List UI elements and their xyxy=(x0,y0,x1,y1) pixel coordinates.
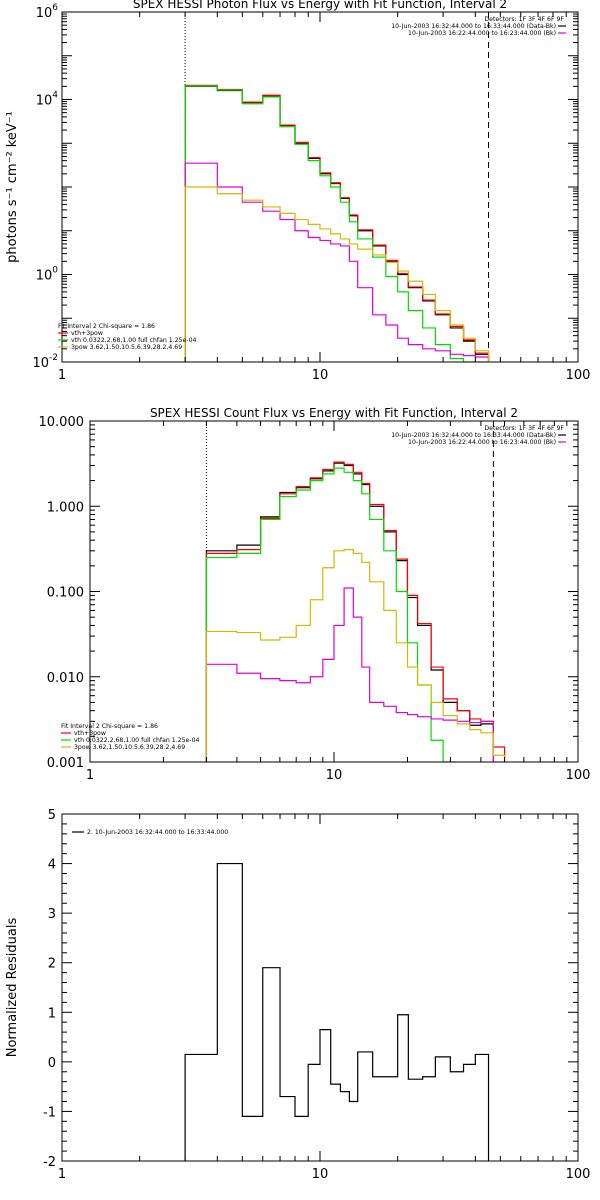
photon-x-tick-label: 10 xyxy=(312,368,329,383)
residuals-y-tick-label: -2 xyxy=(43,1155,56,1170)
photon-title: SPEX HESSI Photon Flux vs Energy with Fi… xyxy=(133,0,507,11)
count-legend-entry-label: 3pow 3.62,1.50,10.5,6.39,28.2,4.69 xyxy=(74,744,185,751)
photon-y-tick-exponent: 4 xyxy=(52,91,58,101)
count-legend-header: Fit Interval 2 Chi-square = 1.86 xyxy=(61,723,158,730)
count-legend-entry-label: 10-Jun-2003 16:32:44.000 to 16:33:44.000… xyxy=(391,432,556,439)
photon-y-tick-exponent: -2 xyxy=(49,353,58,363)
residuals-y-tick-label: 5 xyxy=(48,808,56,823)
count-legend-entry-label: Detectors: 1F 3F 4F 6F 9F xyxy=(484,425,564,432)
count-y-tick-label: 10.000 xyxy=(39,415,85,430)
count-title: SPEX HESSI Count Flux vs Energy with Fit… xyxy=(150,406,518,420)
residuals-legend-entry-label: 2. 10-Jun-2003 16:32:44.000 to 16:33:44.… xyxy=(87,829,228,836)
count-plot-area xyxy=(205,421,506,762)
residuals-x-tick-label: 100 xyxy=(566,1167,591,1182)
count-legend-entry-label: 10-Jun-2003 16:22:44.000 to 16:23:44.000… xyxy=(408,439,556,446)
photon-y-tick-base: 10 xyxy=(36,94,53,109)
photon-y-tick-base: 10 xyxy=(36,269,53,284)
photon-y-tick-label: 106 xyxy=(36,3,59,21)
photon-legend-entry-label: 3pow 3.62,1.50,10.5,6.39,28.2,4.69 xyxy=(71,344,182,351)
count-legend-bottom: Fit Interval 2 Chi-square = 1.86vth+3pow… xyxy=(61,723,200,751)
residuals-panel: 1 10 100 -2 -1 0 1 2 3 4 5 Normalized Residuals 2. 1… xyxy=(5,808,590,1182)
photon-legend-entry-label: 10-Jun-2003 16:22:44.000 to 16:23:44.000… xyxy=(408,30,556,37)
photon-legend-entry-label: Detectors: 1F 3F 4F 6F 9F xyxy=(484,16,564,23)
photon-panel: SPEX HESSI Photon Flux vs Energy with Fi… xyxy=(5,0,590,383)
residuals-y-tick-label: -1 xyxy=(43,1105,56,1120)
count-series-10-jun-2003-16-22-44-000-to-16 xyxy=(205,587,494,762)
photon-legend-entry-label: vth 0.0322,2.68,1.00 full chfan 1.25e-04 xyxy=(71,337,197,344)
residuals-x-tick-label: 10 xyxy=(312,1167,329,1182)
count-y-tick-label: 0.010 xyxy=(47,671,84,686)
photon-legend-header: Fit Interval 2 Chi-square = 1.86 xyxy=(58,323,155,330)
residuals-y-tick-label: 0 xyxy=(48,1056,56,1071)
count-x-tick-label: 1 xyxy=(86,768,94,783)
count-x-tick-label: 100 xyxy=(566,768,591,783)
residuals-y-tick-label: 1 xyxy=(48,1006,56,1021)
photon-plot-area xyxy=(184,12,490,362)
photon-frame xyxy=(61,11,579,363)
count-y-tick-label: 0.001 xyxy=(47,756,84,771)
count-series-vth xyxy=(205,467,458,762)
count-series-3pow xyxy=(205,549,506,762)
residuals-legend-top: 2. 10-Jun-2003 16:32:44.000 to 16:33:44.… xyxy=(72,829,228,836)
photon-series-vth-3pow xyxy=(184,84,490,362)
photon-legend-bottom: Fit Interval 2 Chi-square = 1.86vth+3pow… xyxy=(58,323,197,351)
count-panel: SPEX HESSI Count Flux vs Energy with Fit… xyxy=(39,406,591,783)
count-frame xyxy=(89,420,579,763)
count-series-10-jun-2003-16-32-44-000-to-16 xyxy=(205,462,494,762)
photon-y-tick-exponent: 6 xyxy=(52,3,58,13)
photon-series-10-jun-2003-16-32-44-000-to-16 xyxy=(184,85,490,362)
count-series-vth-3pow xyxy=(205,461,506,762)
residuals-y-axis-label: Normalized Residuals xyxy=(5,918,20,1058)
residuals-y-tick-label: 3 xyxy=(48,907,56,922)
count-y-tick-label: 1.000 xyxy=(47,500,84,515)
photon-y-tick-exponent: 0 xyxy=(52,266,58,276)
photon-x-tick-label: 1 xyxy=(58,368,66,383)
photon-y-axis-label: photons s⁻¹ cm⁻² keV⁻¹ xyxy=(5,111,20,263)
residuals-y-tick-label: 2 xyxy=(48,957,56,972)
count-y-tick-label: 0.100 xyxy=(47,586,84,601)
residuals-plot-area xyxy=(184,862,490,1161)
residuals-y-tick-label: 4 xyxy=(48,858,56,873)
residuals-x-tick-label: 1 xyxy=(58,1167,66,1182)
photon-y-tick-label: 10-2 xyxy=(32,353,58,371)
residuals-series-2-10-jun-2003-16-32-44-000-to- xyxy=(184,862,490,1161)
photon-legend-entry-label: vth+3pow xyxy=(71,330,103,337)
count-x-tick-label: 10 xyxy=(326,768,343,783)
count-legend-entry-label: vth 0.0322,2.68,1.00 full chfan 1.25e-04 xyxy=(74,737,200,744)
photon-y-tick-base: 10 xyxy=(36,6,53,21)
photon-y-tick-base: 10 xyxy=(32,356,49,371)
photon-series-vth xyxy=(184,85,489,362)
photon-legend-entry-label: 10-Jun-2003 16:32:44.000 to 16:33:44.000… xyxy=(391,23,556,30)
photon-series-3pow xyxy=(184,186,490,362)
photon-y-tick-label: 100 xyxy=(36,266,59,284)
photon-series-10-jun-2003-16-22-44-000-to-16 xyxy=(184,162,490,362)
photon-y-tick-label: 104 xyxy=(36,91,59,109)
count-legend-entry-label: vth+3pow xyxy=(74,730,106,737)
residuals-frame xyxy=(61,813,579,1162)
photon-x-tick-label: 100 xyxy=(566,368,591,383)
